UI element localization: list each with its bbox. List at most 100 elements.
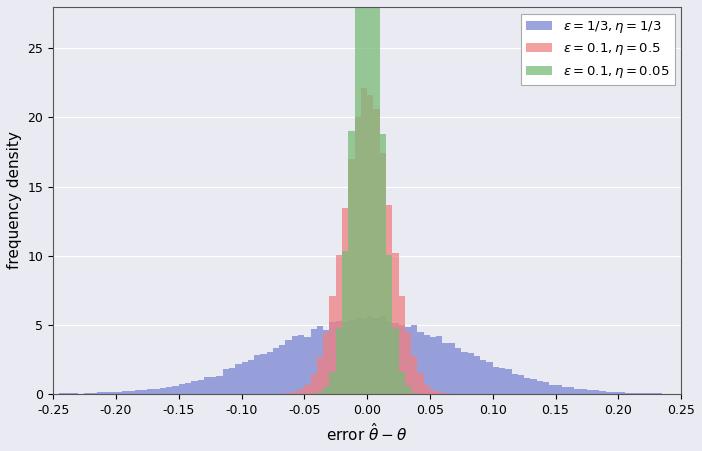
- X-axis label: error $\hat{\theta} - \theta$: error $\hat{\theta} - \theta$: [326, 422, 408, 444]
- Bar: [637, 393, 644, 394]
- Bar: [386, 205, 392, 394]
- Bar: [392, 323, 399, 394]
- Bar: [329, 373, 336, 394]
- Bar: [493, 367, 499, 394]
- Bar: [367, 0, 373, 394]
- Bar: [185, 382, 191, 394]
- Bar: [317, 326, 323, 394]
- Bar: [310, 374, 317, 394]
- Bar: [543, 382, 549, 394]
- Bar: [581, 390, 587, 394]
- Bar: [72, 393, 78, 394]
- Bar: [141, 390, 147, 394]
- Bar: [248, 360, 254, 394]
- Bar: [323, 331, 329, 394]
- Bar: [380, 134, 386, 394]
- Bar: [323, 333, 329, 394]
- Bar: [329, 296, 336, 394]
- Bar: [197, 380, 204, 394]
- Bar: [499, 368, 505, 394]
- Bar: [442, 343, 449, 394]
- Bar: [147, 389, 154, 394]
- Bar: [373, 110, 380, 394]
- Bar: [241, 362, 248, 394]
- Bar: [436, 392, 442, 394]
- Bar: [342, 251, 348, 394]
- Bar: [223, 369, 229, 394]
- Bar: [273, 348, 279, 394]
- Bar: [392, 253, 399, 394]
- Bar: [436, 336, 442, 394]
- Bar: [612, 392, 618, 394]
- Bar: [336, 255, 342, 394]
- Bar: [160, 387, 166, 394]
- Bar: [179, 384, 185, 394]
- Bar: [405, 327, 411, 394]
- Bar: [279, 345, 286, 394]
- Bar: [568, 387, 574, 394]
- Bar: [292, 336, 298, 394]
- Bar: [91, 393, 97, 394]
- Bar: [625, 392, 631, 394]
- Bar: [267, 352, 273, 394]
- Bar: [97, 392, 103, 394]
- Bar: [373, 0, 380, 394]
- Bar: [348, 159, 355, 394]
- Bar: [128, 391, 135, 394]
- Bar: [549, 385, 555, 394]
- Bar: [191, 381, 197, 394]
- Y-axis label: frequency density: frequency density: [7, 132, 22, 269]
- Bar: [286, 393, 292, 394]
- Bar: [355, 0, 361, 394]
- Bar: [229, 368, 235, 394]
- Bar: [405, 331, 411, 394]
- Bar: [430, 337, 436, 394]
- Bar: [618, 392, 625, 394]
- Bar: [380, 153, 386, 394]
- Bar: [536, 381, 543, 394]
- Bar: [512, 373, 518, 394]
- Bar: [418, 373, 423, 394]
- Bar: [468, 353, 474, 394]
- Bar: [323, 387, 329, 394]
- Bar: [235, 364, 241, 394]
- Bar: [361, 318, 367, 394]
- Bar: [505, 369, 512, 394]
- Bar: [110, 392, 116, 394]
- Bar: [574, 389, 581, 394]
- Bar: [562, 387, 568, 394]
- Bar: [286, 340, 292, 394]
- Bar: [342, 322, 348, 394]
- Bar: [593, 390, 600, 394]
- Bar: [367, 316, 373, 394]
- Bar: [355, 117, 361, 394]
- Bar: [405, 386, 411, 394]
- Bar: [210, 377, 216, 394]
- Bar: [386, 254, 392, 394]
- Bar: [423, 335, 430, 394]
- Bar: [361, 0, 367, 394]
- Bar: [524, 378, 531, 394]
- Bar: [342, 207, 348, 394]
- Bar: [84, 393, 91, 394]
- Bar: [348, 131, 355, 394]
- Bar: [461, 352, 468, 394]
- Bar: [304, 337, 310, 394]
- Bar: [298, 389, 304, 394]
- Bar: [355, 318, 361, 394]
- Bar: [480, 360, 486, 394]
- Bar: [486, 363, 493, 394]
- Bar: [367, 95, 373, 394]
- Bar: [518, 375, 524, 394]
- Bar: [173, 386, 179, 394]
- Bar: [122, 391, 128, 394]
- Bar: [587, 390, 593, 394]
- Bar: [204, 377, 210, 394]
- Bar: [423, 385, 430, 394]
- Bar: [399, 296, 405, 394]
- Bar: [411, 356, 418, 394]
- Bar: [216, 376, 223, 394]
- Bar: [329, 322, 336, 394]
- Bar: [386, 322, 392, 394]
- Bar: [135, 390, 141, 394]
